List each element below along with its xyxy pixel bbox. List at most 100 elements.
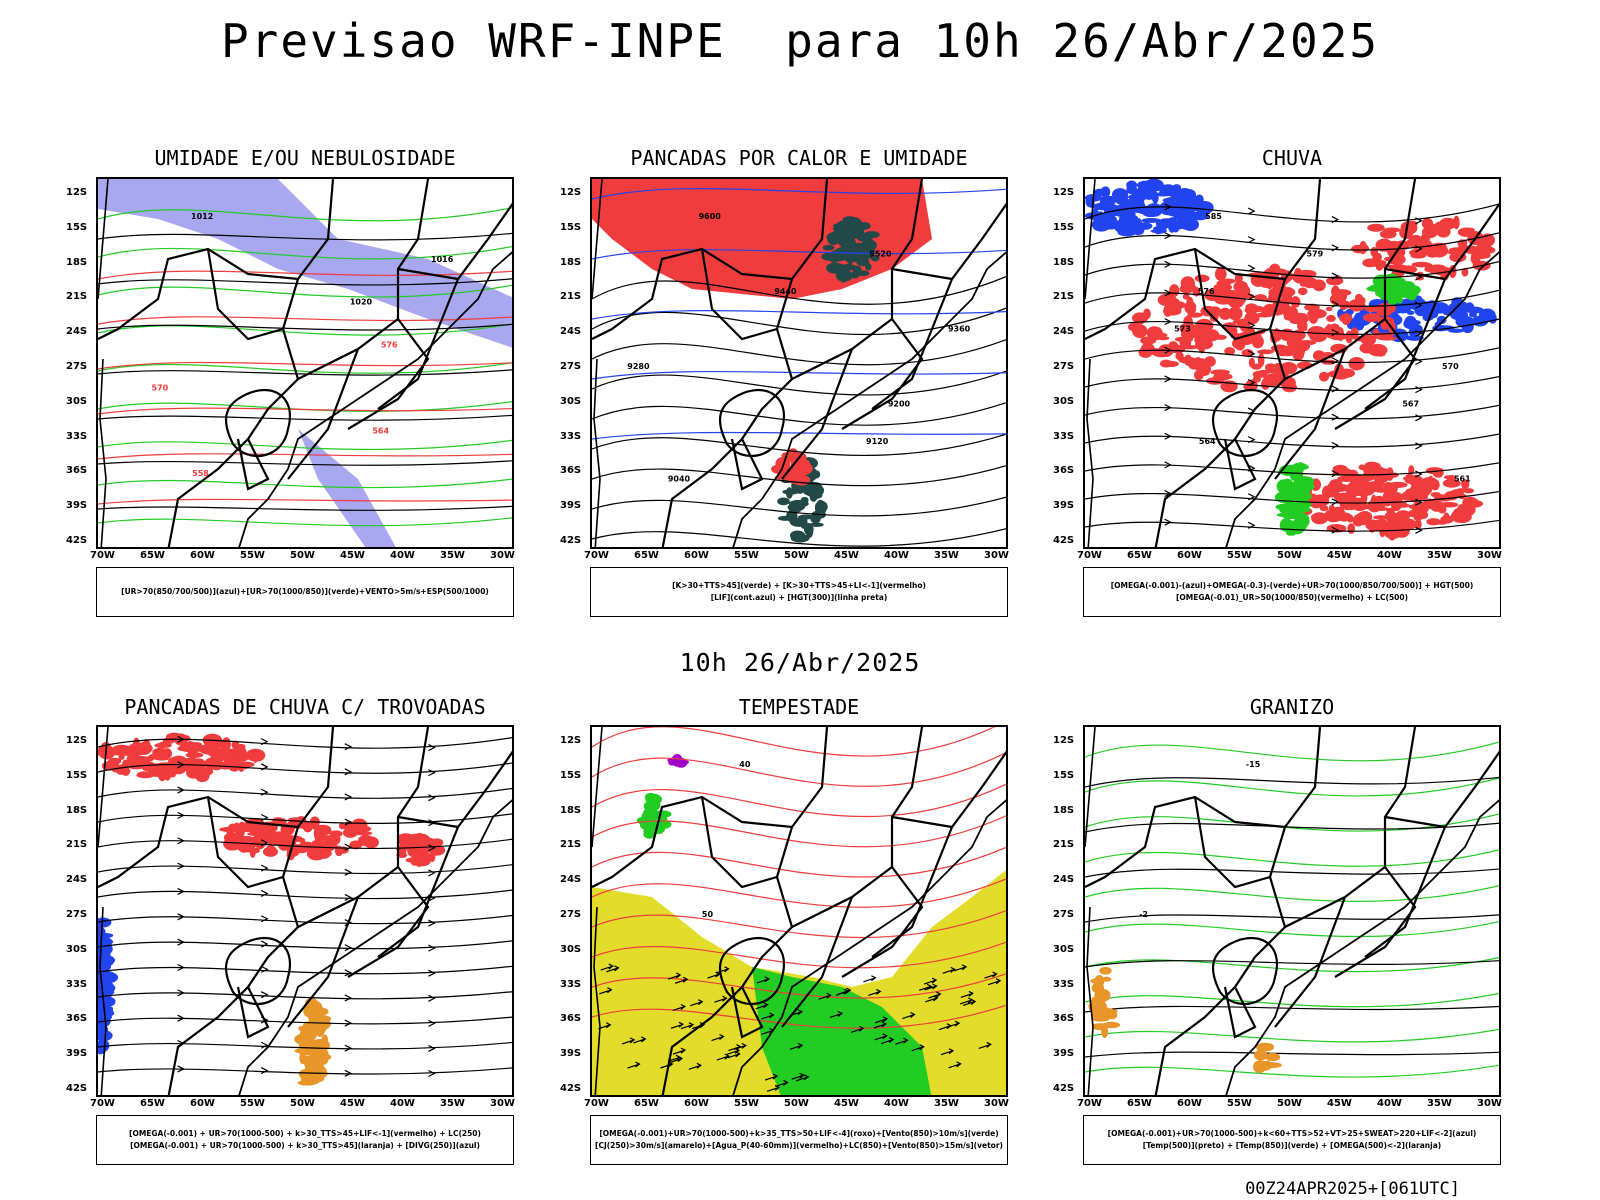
lat-tick-label: 18S bbox=[560, 804, 582, 816]
lon-tick-label: 30W bbox=[984, 550, 1009, 561]
lat-tick-label: 39S bbox=[560, 500, 582, 512]
lon-tick-label: 70W bbox=[584, 1098, 609, 1109]
contour-label: 579 bbox=[1306, 250, 1323, 259]
forecast-map: 40 50 bbox=[590, 725, 1008, 1097]
lon-tick-label: 70W bbox=[90, 1098, 115, 1109]
omega500-orange-south bbox=[1253, 1042, 1282, 1074]
country-borders bbox=[592, 179, 1006, 547]
forecast-map: 585 579 576 573 570 567 564 561 bbox=[1083, 177, 1501, 549]
lat-tick-label: 33S bbox=[560, 978, 582, 990]
lon-tick-label: 60W bbox=[684, 550, 709, 561]
lon-tick-label: 65W bbox=[634, 1098, 659, 1109]
lat-tick-label: 39S bbox=[66, 500, 88, 512]
legend-line: [OMEGA(-0.01)_UR>50(1000/850)(vermelho) … bbox=[1175, 593, 1409, 602]
legend-line: [OMEGA(-0.001) + UR>70(1000-500) + k>30_… bbox=[130, 1141, 480, 1150]
lat-tick-label: 30S bbox=[66, 395, 88, 407]
lon-tick-label: 55W bbox=[240, 550, 265, 561]
contour-label: 40 bbox=[739, 760, 751, 769]
lon-tick-label: 60W bbox=[190, 550, 215, 561]
panel-title: UMIDADE E/OU NEBULOSIDADE bbox=[154, 146, 456, 170]
wind-green-north bbox=[636, 792, 672, 839]
lat-tick-label: 36S bbox=[1053, 465, 1075, 477]
lon-tick-label: 40W bbox=[884, 1098, 909, 1109]
lat-tick-label: 36S bbox=[560, 1013, 582, 1025]
lat-tick-label: 15S bbox=[1053, 221, 1075, 233]
rain-red-northeast bbox=[1351, 215, 1496, 281]
lon-tick-label: 50W bbox=[290, 1098, 315, 1109]
contour-label: 558 bbox=[192, 469, 209, 478]
contour-label: 576 bbox=[381, 341, 398, 350]
lon-tick-label: 40W bbox=[390, 550, 415, 561]
panel-title: PANCADAS POR CALOR E UMIDADE bbox=[630, 146, 968, 170]
lon-tick-label: 55W bbox=[734, 550, 759, 561]
instability-field bbox=[592, 179, 932, 299]
lat-tick-label: 15S bbox=[1053, 769, 1075, 781]
panel-legend: [OMEGA(-0.001)+UR>70(1000-500)+k<60+TTS>… bbox=[1083, 1115, 1501, 1165]
lat-tick-label: 30S bbox=[560, 395, 582, 407]
lat-tick-label: 33S bbox=[66, 978, 88, 990]
lat-tick-label: 12S bbox=[560, 735, 582, 746]
forecast-map: 9600 9520 9440 9360 9280 9200 9120 9040 bbox=[590, 177, 1008, 549]
lon-tick-label: 65W bbox=[140, 1098, 165, 1109]
contour-label: 564 bbox=[1199, 437, 1216, 446]
contour-label: 9120 bbox=[866, 437, 889, 446]
lat-tick-label: 15S bbox=[560, 769, 582, 781]
contour-label: 585 bbox=[1205, 212, 1222, 221]
contour-label: -15 bbox=[1246, 760, 1261, 769]
panel-legend: [OMEGA(-0.001) + UR>70(1000-500) + k>30_… bbox=[96, 1115, 514, 1165]
lon-tick-label: 65W bbox=[1127, 1098, 1152, 1109]
lon-tick-label: 35W bbox=[934, 1098, 959, 1109]
contour-label: 1016 bbox=[431, 255, 454, 264]
panel-title: PANCADAS DE CHUVA C/ TROVOADAS bbox=[124, 695, 486, 719]
lon-tick-label: 35W bbox=[440, 550, 465, 561]
contour-label: 573 bbox=[1174, 325, 1191, 334]
wind-vectors bbox=[598, 963, 1002, 1092]
lat-tick-label: 21S bbox=[66, 839, 88, 851]
legend-line: [OMEGA(-0.001)+UR>70(1000-500)+k>35_TTS>… bbox=[599, 1129, 999, 1138]
lat-tick-label: 21S bbox=[66, 291, 88, 303]
contour-label: 570 bbox=[152, 383, 169, 392]
contour-label: 570 bbox=[1442, 362, 1459, 371]
lat-tick-label: 12S bbox=[1053, 187, 1075, 198]
lat-tick-label: 27S bbox=[1053, 361, 1075, 372]
country-borders bbox=[98, 727, 512, 1095]
contour-label: 50 bbox=[702, 910, 714, 919]
pressure-contours bbox=[98, 232, 512, 511]
lat-tick-label: 30S bbox=[66, 943, 88, 955]
lat-tick-label: 27S bbox=[66, 361, 88, 372]
lon-tick-label: 35W bbox=[440, 1098, 465, 1109]
lon-tick-label: 30W bbox=[1477, 550, 1502, 561]
lon-tick-label: 45W bbox=[1327, 550, 1352, 561]
panel-legend: [OMEGA(-0.001)+UR>70(1000-500)+k>35_TTS>… bbox=[590, 1115, 1008, 1165]
contour-label: 9440 bbox=[774, 287, 797, 296]
lat-tick-label: 42S bbox=[560, 1083, 582, 1094]
legend-line: [UR>70(850/700/500)](azul)+[UR>70(1000/8… bbox=[121, 587, 489, 596]
lat-tick-label: 15S bbox=[66, 221, 88, 233]
lat-tick-label: 24S bbox=[66, 326, 88, 338]
lat-tick-label: 24S bbox=[1053, 874, 1075, 886]
lat-tick-label: 30S bbox=[1053, 943, 1075, 955]
lat-tick-label: 42S bbox=[560, 535, 582, 546]
lon-tick-label: 45W bbox=[1327, 1098, 1352, 1109]
lat-tick-label: 27S bbox=[560, 361, 582, 372]
contour-label: 9360 bbox=[948, 325, 971, 334]
lon-tick-label: 30W bbox=[490, 550, 515, 561]
panel-title: TEMPESTADE bbox=[738, 695, 860, 719]
lon-tick-label: 65W bbox=[140, 550, 165, 561]
contour-labels: -15 -2 bbox=[1139, 760, 1261, 919]
panel-legend: [OMEGA(-0.001)-(azul)+OMEGA(-0.3)-(verde… bbox=[1083, 567, 1501, 617]
wind-green-field bbox=[752, 967, 932, 1095]
lon-tick-label: 70W bbox=[1077, 550, 1102, 561]
contour-labels: 585 579 576 573 570 567 564 561 bbox=[1174, 212, 1471, 484]
lat-tick-label: 24S bbox=[560, 326, 582, 338]
lon-tick-label: 45W bbox=[340, 1098, 365, 1109]
lat-tick-label: 21S bbox=[1053, 291, 1075, 303]
humidity-upper-band bbox=[298, 429, 396, 547]
lat-tick-label: 39S bbox=[560, 1048, 582, 1060]
lon-tick-label: 55W bbox=[1227, 1098, 1252, 1109]
lon-tick-label: 60W bbox=[190, 1098, 215, 1109]
lon-tick-label: 60W bbox=[684, 1098, 709, 1109]
run-timestamp: 00Z24APR2025+[061UTC] bbox=[1245, 1179, 1460, 1199]
lat-tick-label: 30S bbox=[560, 943, 582, 955]
lat-tick-label: 27S bbox=[1053, 909, 1075, 920]
